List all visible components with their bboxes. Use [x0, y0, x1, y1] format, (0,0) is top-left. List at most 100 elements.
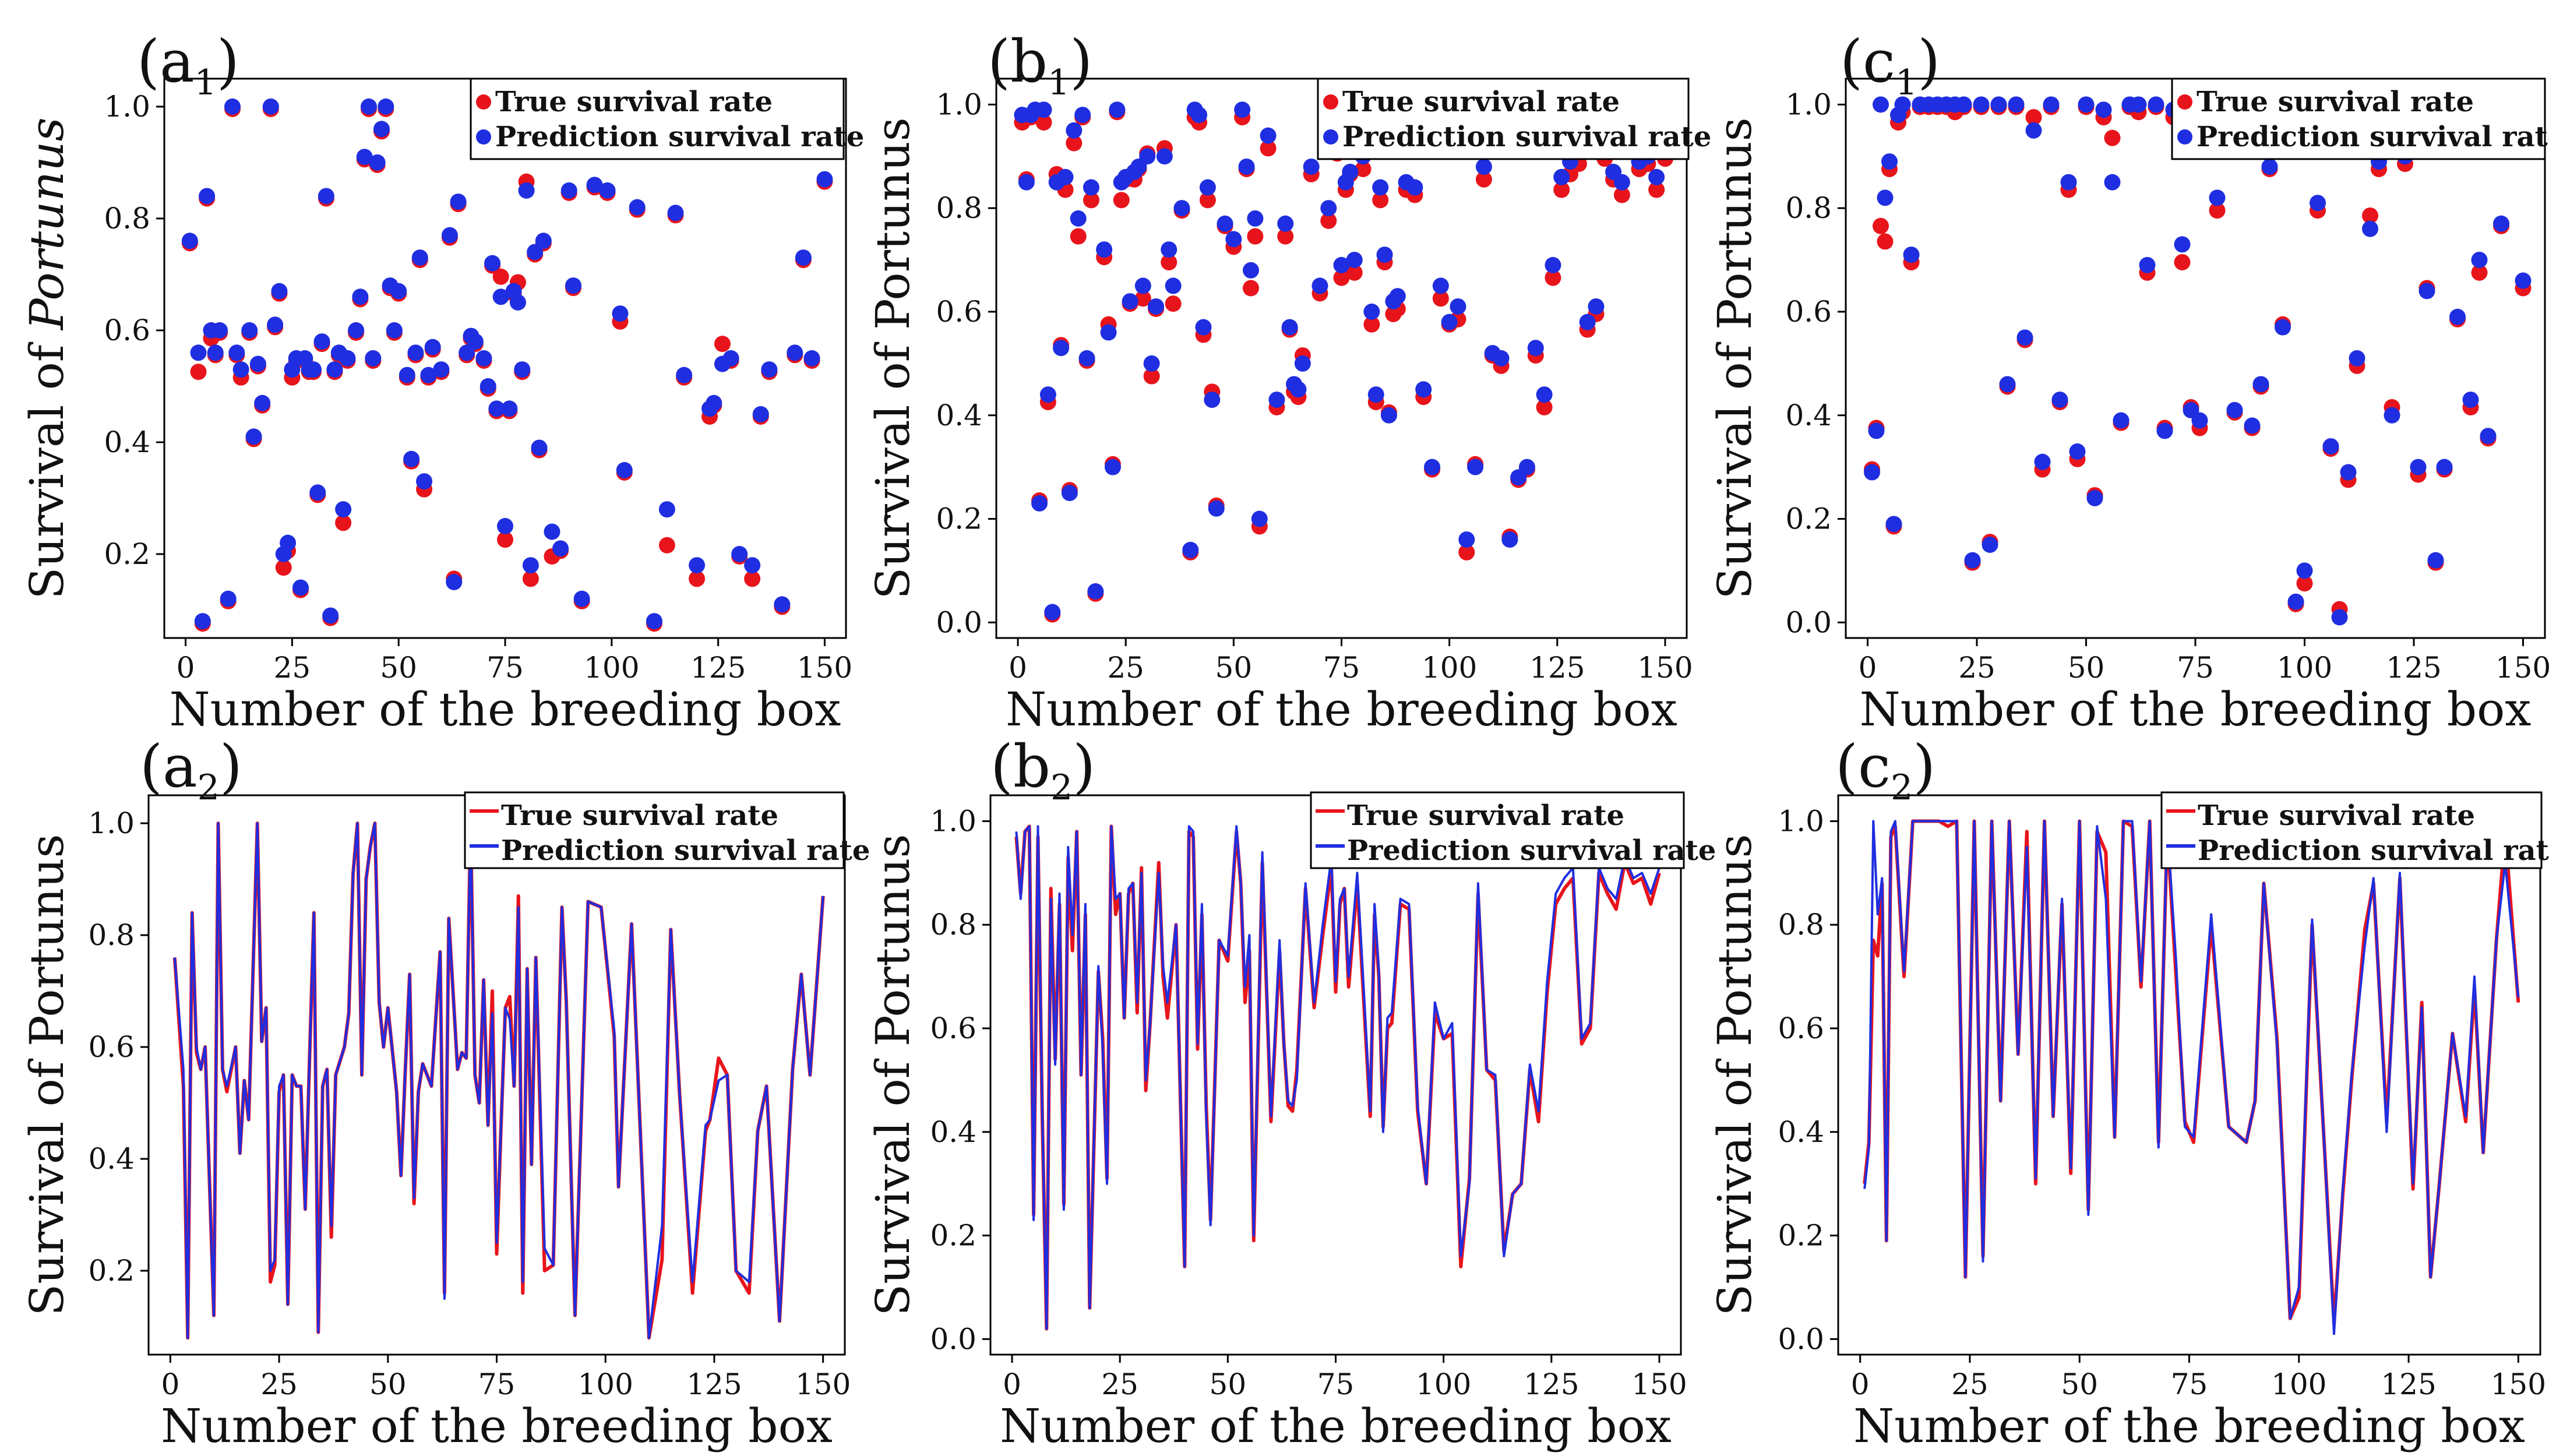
prediction-point	[220, 590, 237, 607]
y-axis-label: Survival of Portunus	[866, 834, 920, 1316]
series-prediction	[1863, 820, 2520, 1335]
panel-label-close: )	[1913, 732, 1935, 801]
prediction-point	[224, 98, 241, 115]
prediction-point	[667, 205, 684, 221]
prediction-point	[1458, 531, 1475, 548]
prediction-point	[1885, 516, 1902, 533]
y-tick-label: 0.8	[930, 908, 976, 942]
x-tick-label: 25	[260, 1367, 298, 1401]
x-tick-label: 125	[2386, 651, 2441, 685]
prediction-point	[1999, 376, 2016, 393]
legend-true-label: True survival rate	[2198, 799, 2475, 832]
prediction-point	[706, 394, 722, 411]
prediction-point	[484, 255, 501, 272]
prediction-point	[1161, 241, 1177, 258]
prediction-point	[1613, 174, 1630, 191]
prediction-point	[1389, 288, 1406, 305]
prediction-point	[2034, 453, 2051, 470]
panel-label: (b2)	[990, 732, 1095, 808]
y-tick-label: 0.2	[104, 537, 150, 571]
prediction-point	[199, 188, 216, 205]
prediction-point	[1955, 96, 1972, 113]
true-point	[1066, 135, 1083, 151]
x-tick-label: 25	[1958, 651, 1996, 685]
prediction-point	[1311, 277, 1328, 294]
prediction-point	[1104, 459, 1121, 475]
prediction-point	[2418, 283, 2435, 299]
y-axis-label-text: Survival of Portunus	[20, 834, 74, 1316]
prediction-point	[1191, 107, 1208, 124]
plot-frame	[1845, 77, 2546, 639]
data-marks	[1014, 824, 1661, 1331]
prediction-point	[1372, 179, 1389, 196]
prediction-point	[2069, 443, 2086, 460]
prediction-point	[1018, 174, 1035, 191]
prediction-point	[2310, 195, 2326, 211]
prediction-point	[245, 428, 262, 445]
panel-label-close: )	[1070, 27, 1092, 96]
prediction-point	[2078, 96, 2095, 113]
prediction-point	[744, 557, 761, 574]
prediction-point	[1545, 257, 1561, 273]
y-axis-label: Survival of Portunus	[1708, 117, 1762, 599]
prediction-point	[369, 154, 386, 171]
legend-prediction-label: Prediction survival rate	[1342, 121, 1711, 153]
prediction-point	[1251, 510, 1268, 527]
x-tick-label: 125	[1529, 651, 1585, 685]
prediction-point	[1195, 319, 1212, 336]
y-tick-label: 1.0	[104, 90, 150, 124]
prediction-point	[2025, 122, 2042, 139]
prediction-point	[1238, 158, 1255, 175]
prediction-point	[2384, 407, 2400, 424]
true-point	[335, 514, 352, 531]
y-tick-label: 0.6	[1785, 295, 1832, 329]
prediction-point	[774, 596, 791, 613]
x-tick-label: 0	[1003, 1367, 1021, 1401]
true-point	[1475, 171, 1492, 188]
legend-frame	[2160, 791, 2543, 869]
true-point	[1035, 114, 1052, 131]
x-axis-label: Number of the breeding box	[1853, 1399, 2525, 1453]
panel-b2: 0 25 50 75 100 125 150 0.0 0.2 0.4 0.6 0.8 1.0 Number…	[866, 732, 1716, 1453]
series-prediction	[1015, 825, 1660, 1330]
panel-a1: 0 25 50 75 100 125 150 0.2 0.4 0.6 0.8 1.0 Number of…	[20, 27, 864, 736]
x-tick-label: 125	[690, 651, 746, 685]
prediction-point	[616, 462, 633, 478]
prediction-point	[190, 344, 207, 361]
true-point	[1648, 181, 1665, 198]
prediction-point	[399, 366, 415, 383]
prediction-point	[2287, 593, 2304, 610]
prediction-point	[1156, 148, 1173, 165]
x-tick-label: 100	[2277, 651, 2332, 685]
true-point	[1877, 233, 1894, 250]
prediction-point	[1078, 350, 1095, 366]
x-tick-label: 25	[1951, 1367, 1989, 1401]
prediction-point	[1204, 392, 1221, 408]
x-tick-label: 50	[1215, 651, 1253, 685]
prediction-point	[1990, 96, 2007, 113]
prediction-point	[1139, 148, 1156, 165]
prediction-line	[1863, 820, 2520, 1335]
prediction-point	[1182, 541, 1199, 558]
prediction-point	[565, 277, 581, 294]
y-axis-label-text: Survival of Portunus	[866, 117, 920, 599]
prediction-point	[1143, 355, 1160, 372]
legend-true-label: True survival rate	[2197, 86, 2474, 118]
prediction-point	[480, 378, 496, 394]
prediction-point	[1536, 386, 1553, 403]
prediction-point	[1579, 313, 1596, 330]
y-tick-label: 0.0	[936, 605, 982, 639]
prediction-point	[586, 177, 603, 193]
prediction-point	[599, 182, 616, 199]
prediction-point	[646, 613, 662, 630]
prediction-point	[1303, 158, 1320, 175]
prediction-point	[2515, 272, 2532, 289]
y-axis-label: Survival of Portunus	[20, 834, 74, 1316]
prediction-point	[1864, 464, 1880, 481]
prediction-point	[267, 316, 284, 333]
prediction-point	[2016, 329, 2033, 346]
prediction-point	[2113, 412, 2130, 429]
x-tick-label: 100	[1416, 1367, 1471, 1401]
